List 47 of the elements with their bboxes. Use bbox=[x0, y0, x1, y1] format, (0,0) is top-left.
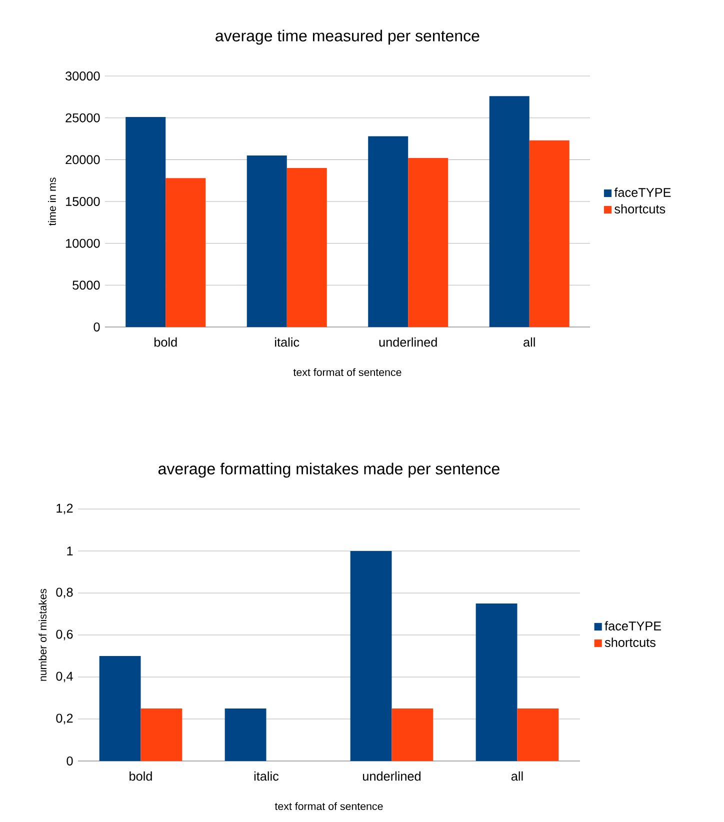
bar bbox=[350, 550, 392, 761]
y-tick-label: 10000 bbox=[66, 238, 100, 248]
y-tick-label: 0,4 bbox=[56, 672, 73, 682]
x-tick-label: bold bbox=[154, 337, 177, 347]
y-tick-label: 0 bbox=[94, 322, 100, 332]
bar bbox=[246, 155, 287, 327]
y-tick-label: 5000 bbox=[72, 280, 100, 290]
y-axis-title: number of mistakes bbox=[38, 588, 47, 681]
x-axis-title: text format of sentence bbox=[274, 802, 383, 810]
bar bbox=[140, 708, 182, 761]
y-tick-label: 1,2 bbox=[56, 504, 73, 514]
y-axis-title: time in ms bbox=[48, 178, 56, 226]
y-tick-label: 0 bbox=[66, 756, 73, 766]
bar bbox=[166, 178, 206, 327]
y-tick-label: 25000 bbox=[66, 113, 100, 122]
bar bbox=[126, 117, 166, 327]
legend-label: shortcuts bbox=[614, 204, 666, 214]
x-tick-label: underlined bbox=[379, 337, 437, 347]
bar bbox=[529, 140, 570, 327]
bar bbox=[392, 708, 434, 761]
legend-label: shortcuts bbox=[604, 638, 656, 647]
x-axis-title: text format of sentence bbox=[293, 368, 402, 376]
bar bbox=[476, 604, 518, 761]
x-tick-label: all bbox=[524, 337, 535, 347]
x-tick-label: bold bbox=[130, 771, 152, 781]
bar bbox=[99, 656, 141, 761]
y-tick-label: 15000 bbox=[66, 197, 100, 206]
x-tick-label: italic bbox=[254, 771, 279, 781]
x-tick-label: underlined bbox=[362, 771, 420, 781]
x-tick-label: all bbox=[511, 771, 523, 781]
chart-title: average formatting mistakes made per sentence bbox=[158, 462, 500, 478]
legend-label: faceTYPE bbox=[604, 621, 662, 630]
bar bbox=[368, 136, 408, 327]
bar bbox=[408, 158, 448, 327]
legend-label: faceTYPE bbox=[614, 188, 671, 197]
y-tick-label: 0,2 bbox=[56, 714, 73, 724]
bar bbox=[517, 708, 559, 761]
y-tick-label: 30000 bbox=[66, 72, 100, 80]
bar bbox=[286, 168, 327, 327]
bar bbox=[489, 96, 530, 327]
y-tick-label: 0,6 bbox=[56, 630, 73, 640]
bar bbox=[224, 708, 266, 761]
y-tick-label: 1 bbox=[67, 546, 73, 556]
x-tick-label: italic bbox=[275, 337, 300, 347]
y-tick-label: 0,8 bbox=[56, 588, 73, 598]
chart-title: average time measured per sentence bbox=[216, 30, 480, 45]
y-tick-label: 20000 bbox=[66, 155, 100, 164]
